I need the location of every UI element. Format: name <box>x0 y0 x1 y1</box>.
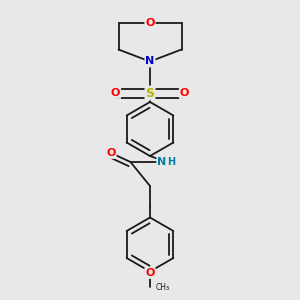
Text: O: O <box>180 88 189 98</box>
Text: N: N <box>146 56 154 67</box>
Text: O: O <box>111 88 120 98</box>
Text: O: O <box>145 17 155 28</box>
Text: S: S <box>146 86 154 100</box>
Text: CH₃: CH₃ <box>156 283 170 292</box>
Text: N: N <box>157 157 167 167</box>
Text: H: H <box>167 157 175 167</box>
Text: O: O <box>145 268 155 278</box>
Text: O: O <box>106 148 116 158</box>
